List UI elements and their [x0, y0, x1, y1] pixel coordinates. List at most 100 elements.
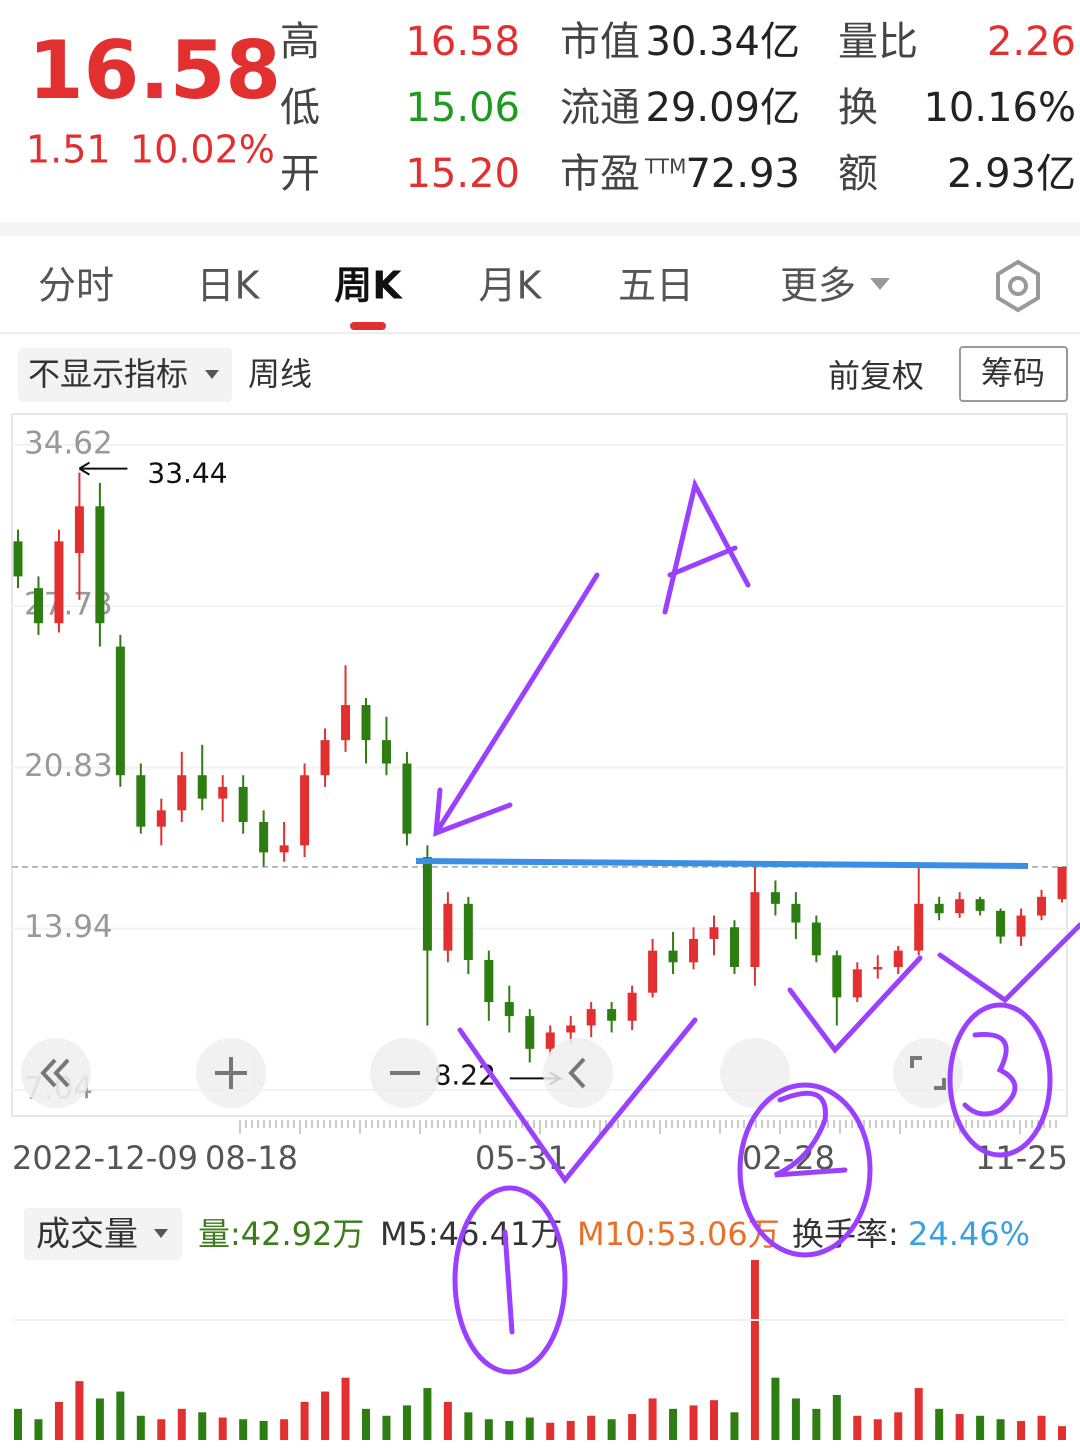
candle-body — [996, 910, 1006, 937]
control-button[interactable] — [893, 1038, 963, 1108]
candle-body — [545, 1032, 555, 1049]
volume-bar — [116, 1391, 125, 1440]
volume-bar — [484, 1419, 493, 1440]
control-button[interactable] — [720, 1038, 790, 1108]
indicator-select[interactable] — [18, 348, 232, 402]
candle-body — [1037, 896, 1047, 916]
candle-body — [852, 969, 862, 998]
stat-label: 低 — [280, 85, 320, 131]
tab[interactable]: 日K — [197, 264, 261, 308]
candle-body — [525, 1016, 535, 1049]
change: 1.51 — [26, 128, 111, 172]
settings-icon[interactable] — [996, 259, 1040, 313]
candle-body — [320, 740, 330, 776]
volume-select[interactable] — [24, 1208, 182, 1260]
volume-bar — [505, 1420, 514, 1440]
stat-label: 流通 — [560, 85, 640, 131]
stat-value: 15.20 — [405, 151, 520, 197]
candle-body — [156, 810, 166, 827]
stat-label: 量比 — [838, 19, 918, 65]
candle-body — [955, 899, 965, 914]
candle-body — [33, 588, 43, 624]
dropdown-icon — [154, 1229, 168, 1238]
candle-body — [627, 992, 637, 1021]
volume-bar — [812, 1408, 821, 1440]
volume-bar — [362, 1408, 370, 1440]
volume-bar — [321, 1391, 330, 1440]
vol-value: 量:42.92万 — [198, 1215, 364, 1253]
volume-bar — [750, 1260, 759, 1440]
stat-label: 开 — [280, 151, 320, 197]
volume-bar — [710, 1400, 718, 1440]
volume-bar — [996, 1419, 1005, 1440]
stat-value: 10.16% — [923, 85, 1076, 131]
volume-bar — [95, 1398, 104, 1440]
candle-body — [279, 845, 289, 853]
volume-bar — [832, 1395, 841, 1440]
candle-body — [218, 786, 228, 799]
candle-body — [463, 903, 473, 960]
candle-body — [689, 938, 699, 963]
stat-label: 额 — [838, 151, 878, 197]
candle-body — [300, 775, 310, 846]
volume-bar — [443, 1401, 452, 1440]
indicator: 不显示指标 — [28, 355, 188, 393]
tab-indicator — [350, 322, 386, 330]
volume-bar — [157, 1419, 166, 1440]
tab[interactable]: 分时 — [38, 264, 114, 308]
adjust[interactable]: 前复权 — [828, 357, 924, 395]
chips-button[interactable] — [959, 346, 1068, 402]
stat-label: 市值 — [560, 19, 640, 65]
volume-bar — [198, 1412, 207, 1440]
candle-body — [54, 541, 64, 624]
volume-bar — [894, 1412, 903, 1440]
chart-frame — [11, 413, 1068, 1117]
period: 周线 — [248, 355, 312, 393]
tab[interactable]: 月K — [479, 264, 543, 308]
volume-bar — [587, 1415, 596, 1440]
volume-bar — [669, 1408, 678, 1440]
volume-bar — [546, 1422, 555, 1440]
user-trendline — [415, 858, 1029, 869]
candle-body — [197, 775, 207, 799]
candle-body — [484, 959, 494, 1003]
tab[interactable]: 周K — [334, 264, 403, 308]
volume-bar — [75, 1381, 84, 1440]
control-button[interactable] — [543, 1038, 613, 1108]
candle-body — [1057, 866, 1067, 900]
volume-bar — [177, 1408, 186, 1440]
candle-body — [115, 646, 125, 776]
volume-bar — [525, 1417, 534, 1440]
tab[interactable]: 五日 — [618, 264, 694, 308]
candle-body — [1016, 915, 1026, 937]
candle-body — [607, 1009, 617, 1021]
volume-bar — [382, 1415, 391, 1440]
tab[interactable]: 更多 — [780, 264, 856, 308]
volume-bar — [628, 1414, 637, 1440]
candle-body — [361, 705, 371, 741]
stat-value: 16.58 — [405, 19, 520, 65]
volume-bar — [935, 1408, 944, 1440]
candle-body — [504, 1002, 514, 1017]
candle-body — [811, 922, 821, 956]
candle-body — [13, 541, 23, 577]
stat-label: 高 — [280, 19, 320, 65]
y-tick-label: 13.94 — [24, 909, 113, 945]
stat-value: 2.26 — [987, 19, 1076, 65]
volume-bar — [607, 1419, 616, 1440]
x-date: 05-31 — [475, 1139, 568, 1177]
settings-icon-dot — [1008, 276, 1028, 296]
stat-sup: TTM — [644, 155, 686, 179]
handwriting — [433, 477, 1080, 1375]
kline: 34.6227.7320.8313.947.0433.448.222022-12… — [12, 426, 1068, 1440]
high-label: 33.44 — [147, 457, 227, 490]
stat-value: 30.34亿 — [645, 19, 800, 65]
volume-bar — [136, 1415, 145, 1440]
volume-bar — [730, 1412, 739, 1440]
control-icons — [40, 1056, 946, 1090]
volume-bar — [853, 1415, 862, 1440]
candle-body — [381, 740, 391, 764]
volume-bar — [566, 1420, 575, 1440]
volume-bar — [34, 1419, 43, 1440]
